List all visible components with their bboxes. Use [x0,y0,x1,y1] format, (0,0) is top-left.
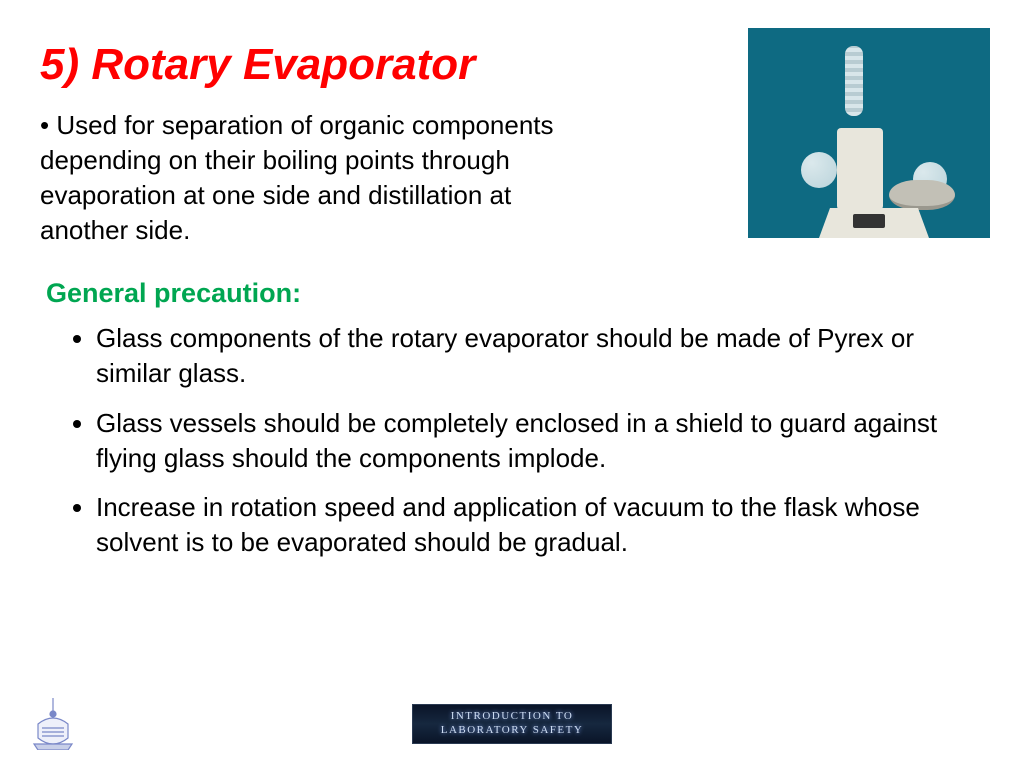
badge-line-2: LABORATORY SAFETY [441,724,584,738]
section-heading: General precaution: [46,278,984,309]
list-item: Glass vessels should be completely enclo… [96,406,984,476]
university-crest-icon [28,694,78,750]
intro-bullet-prefix: • [40,110,56,140]
slide-container: 5) Rotary Evaporator • Used for separati… [0,0,1024,768]
hero-image [748,28,990,238]
intro-paragraph: • Used for separation of organic compone… [40,108,600,248]
footer-badge: INTRODUCTION TO LABORATORY SAFETY [412,704,612,744]
list-item: Glass components of the rotary evaporato… [96,321,984,391]
rotary-evaporator-icon [789,88,949,238]
precaution-list: Glass components of the rotary evaporato… [40,321,984,560]
intro-text: Used for separation of organic component… [40,110,554,245]
slide-footer: INTRODUCTION TO LABORATORY SAFETY [0,694,1024,750]
list-item: Increase in rotation speed and applicati… [96,490,984,560]
badge-line-1: INTRODUCTION TO [451,710,574,724]
